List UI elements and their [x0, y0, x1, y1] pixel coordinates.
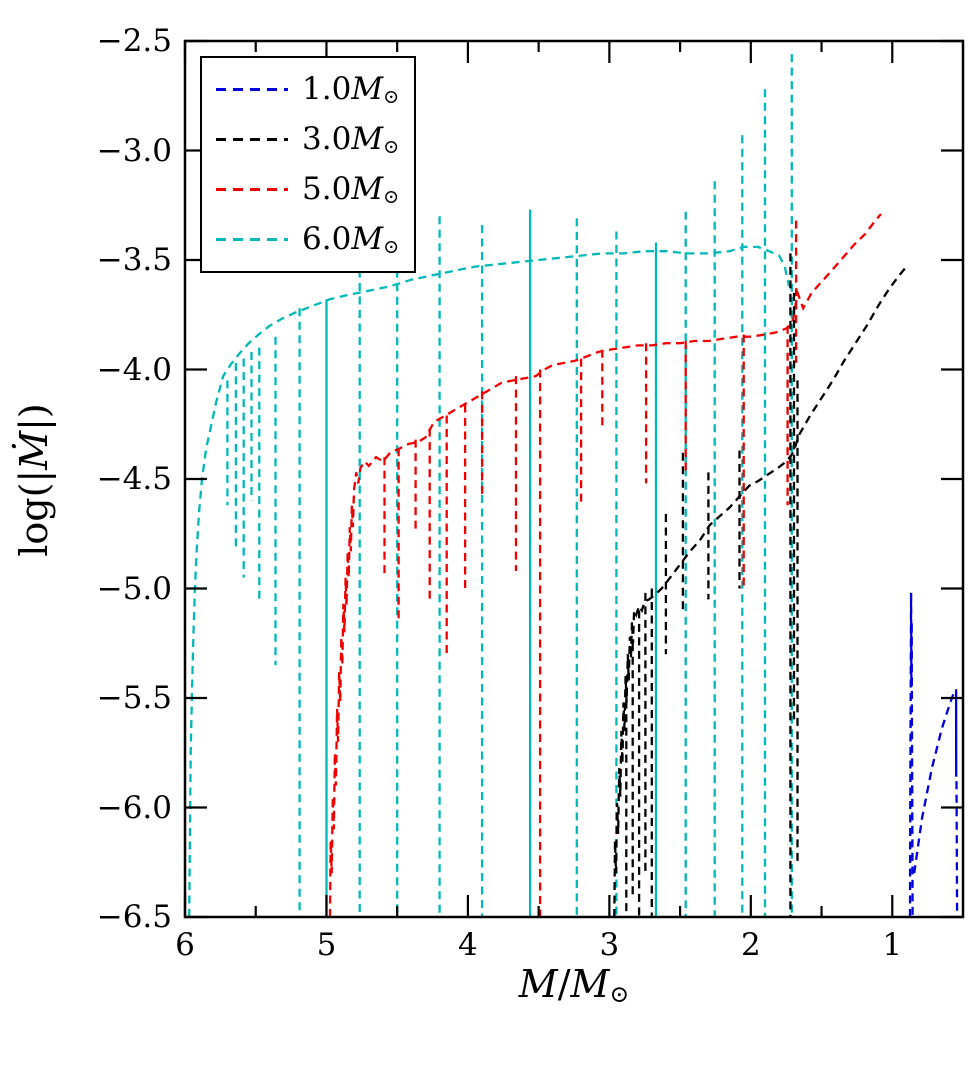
legend-entry-1.0Msun: 1.0M⊙	[202, 71, 414, 108]
y-tick-label: −2.5	[96, 23, 172, 59]
y-axis-label: log(|Ṁ|)	[12, 325, 56, 635]
legend-line-sample	[216, 87, 288, 91]
y-tick-label: −3.0	[96, 132, 172, 169]
x-label-separator: /	[557, 962, 571, 1006]
legend-label: 5.0M⊙	[302, 171, 400, 209]
x-label-denominator: M	[570, 962, 610, 1006]
6.0Msun-track	[188, 245, 791, 917]
x-tick-label: 3	[599, 927, 620, 963]
legend-label: 6.0M⊙	[302, 221, 400, 259]
series-layer	[188, 54, 959, 917]
x-tick-label: 2	[740, 927, 761, 963]
y-label-suffix: |)	[12, 403, 56, 431]
mdot-symbol: Ṁ	[12, 430, 56, 470]
x-label-numerator: M	[518, 962, 558, 1006]
sun-symbol: ⊙	[609, 980, 630, 1009]
x-tick-label: 6	[175, 927, 195, 963]
5.0Msun-track	[328, 213, 882, 917]
legend-entry-3.0Msun: 3.0M⊙	[202, 121, 414, 158]
legend-line-sample	[216, 238, 288, 242]
legend-box: 1.0M⊙ 3.0M⊙ 5.0M⊙ 6.0M⊙	[200, 56, 416, 273]
x-tick-label: 4	[458, 927, 478, 963]
y-tick-label: −4.5	[96, 461, 172, 497]
legend-entry-6.0Msun: 6.0M⊙	[202, 221, 414, 258]
x-tick-label: 1	[882, 927, 903, 963]
y-tick-label: −6.0	[96, 789, 172, 826]
x-tick-label: 5	[316, 927, 337, 963]
x-axis-label: M/M⊙	[185, 962, 963, 1008]
legend-label: 1.0M⊙	[302, 70, 400, 108]
y-tick-label: −4.0	[96, 351, 172, 388]
y-tick-label: −5.5	[96, 680, 172, 716]
legend-line-sample	[216, 137, 288, 141]
y-tick-label: −5.0	[96, 570, 172, 607]
1.0Msun-track	[908, 592, 914, 917]
y-tick-label: −6.5	[96, 899, 172, 935]
1.0Msun-track	[955, 781, 959, 917]
legend-label: 3.0M⊙	[302, 120, 400, 158]
legend-entry-5.0Msun: 5.0M⊙	[202, 171, 414, 208]
y-tick-label: −3.5	[96, 242, 172, 278]
y-label-prefix: log(|	[12, 469, 56, 557]
3.0Msun-track	[613, 265, 908, 917]
1.0Msun-track	[913, 688, 957, 874]
legend-line-sample	[216, 188, 288, 192]
